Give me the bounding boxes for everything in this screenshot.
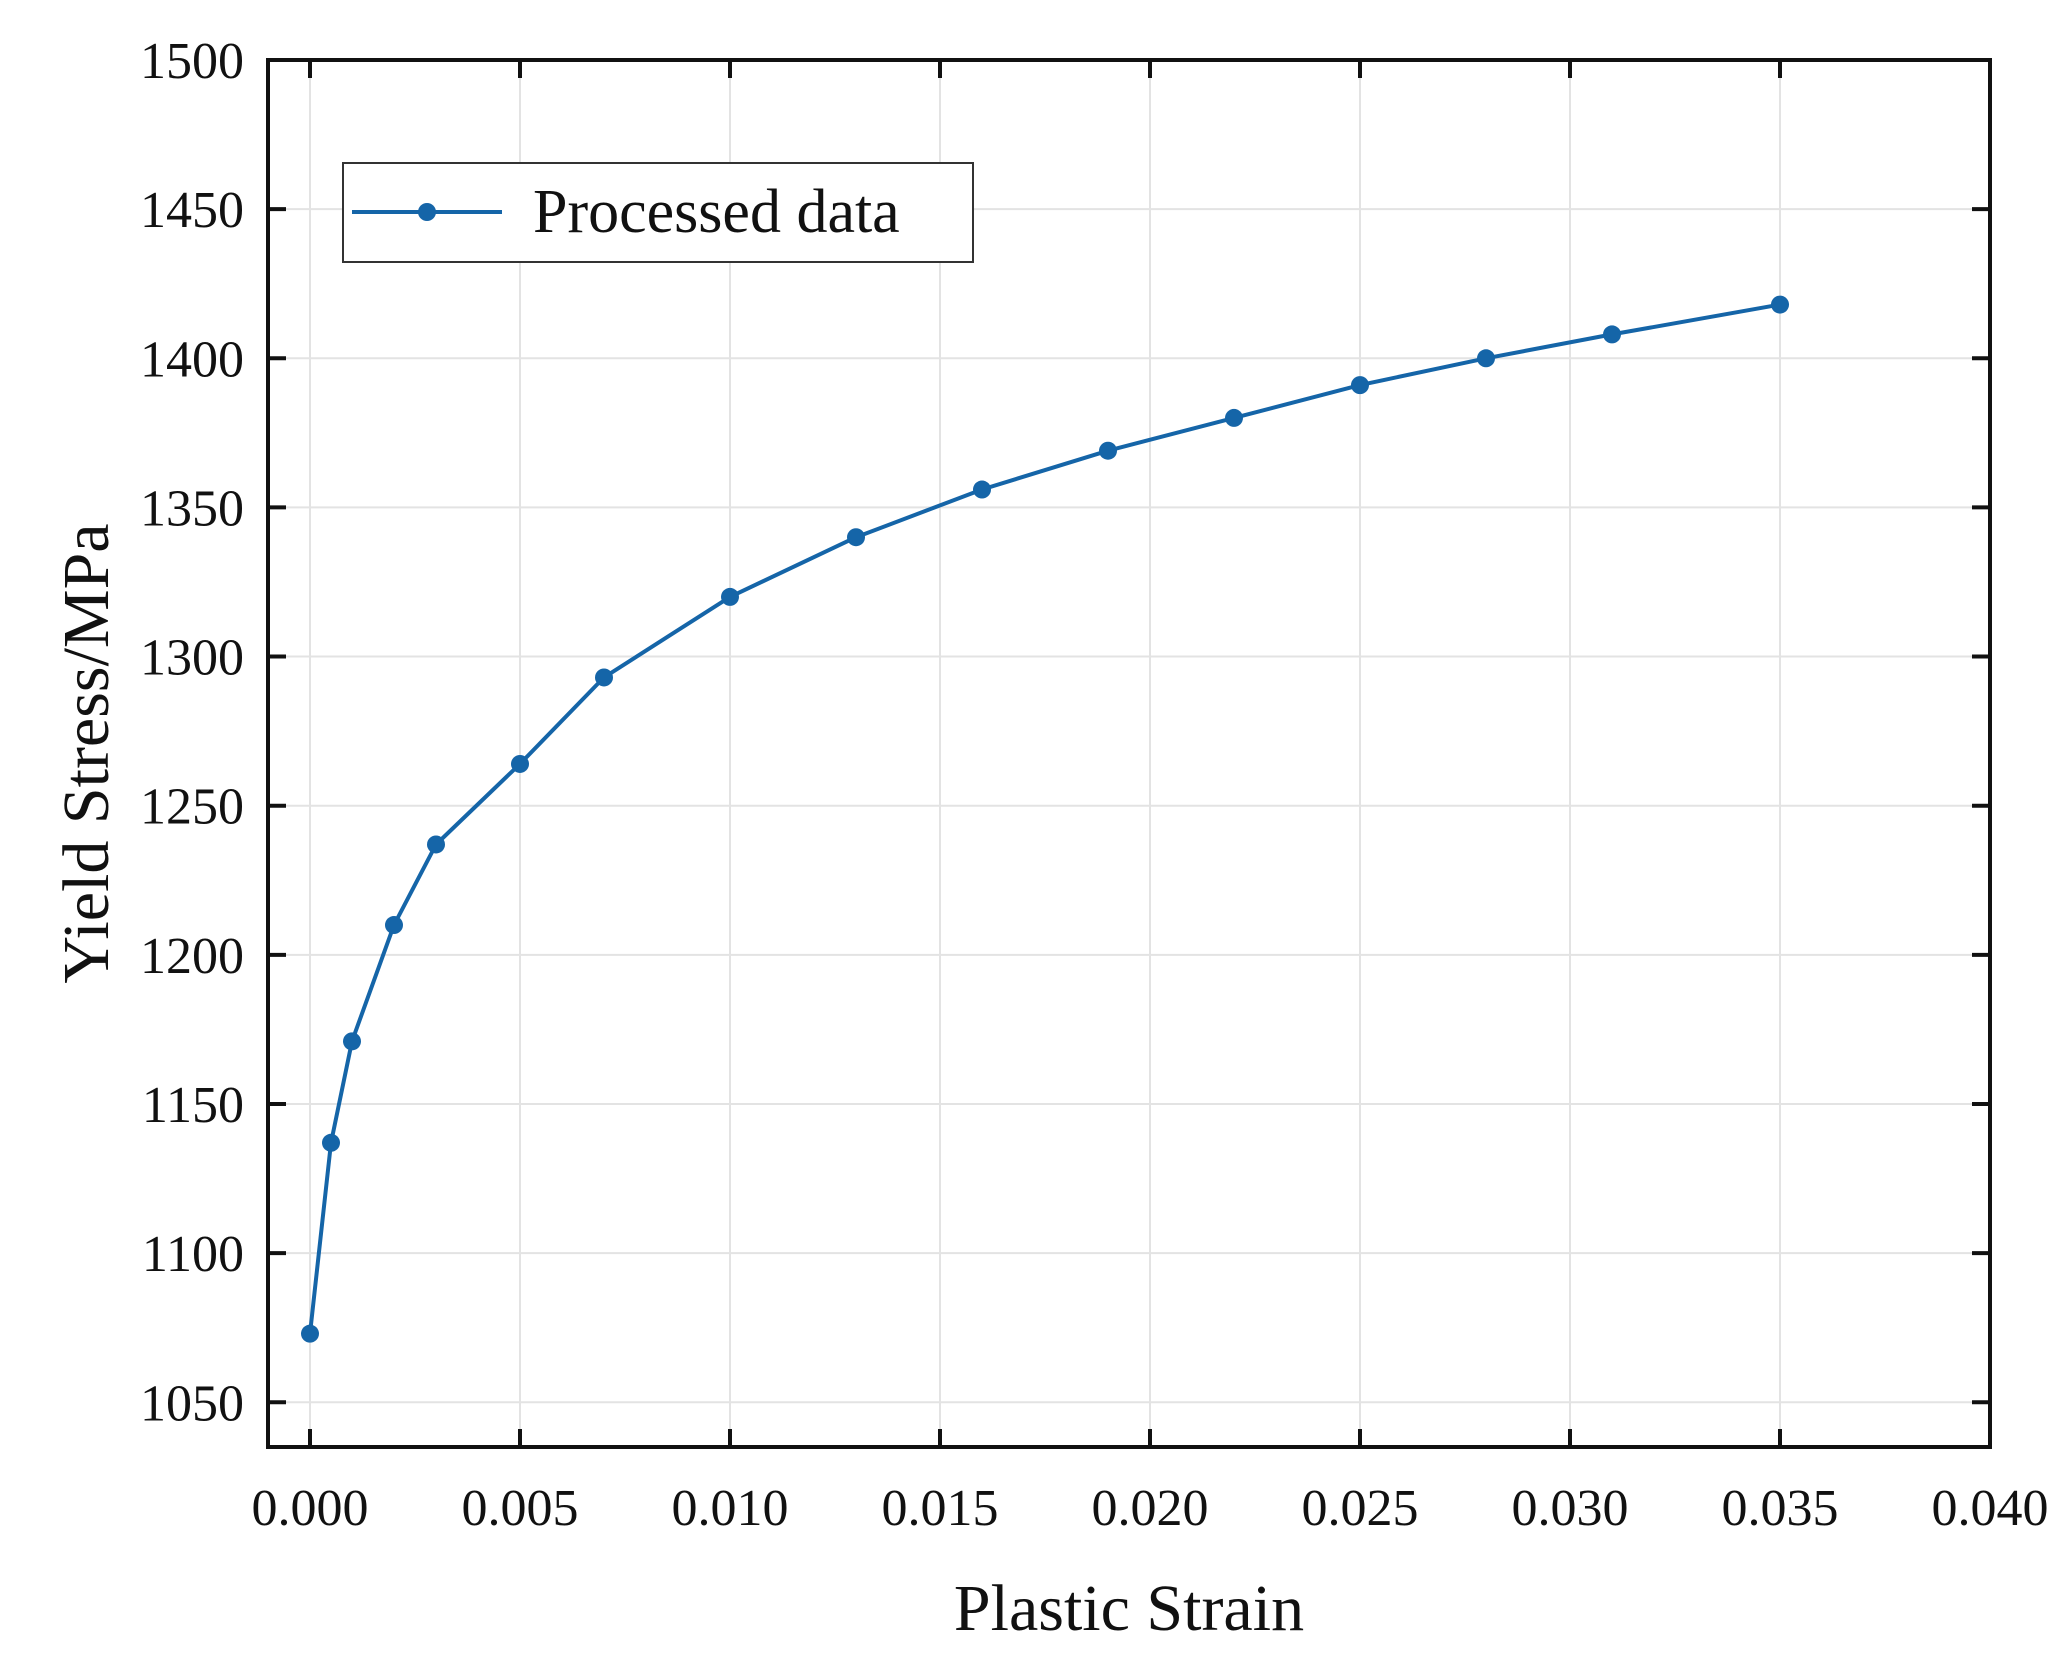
data-point (1225, 408, 1243, 427)
x-tick-label: 0.000 (252, 1480, 369, 1537)
data-point (1603, 325, 1621, 344)
y-tick-label: 1450 (140, 182, 244, 239)
x-tick-label: 0.040 (1932, 1480, 2049, 1537)
legend: Processed data (342, 162, 974, 263)
y-tick-label: 1050 (140, 1375, 244, 1432)
y-tick-label: 1500 (140, 33, 244, 90)
y-tick-label: 1300 (140, 630, 244, 687)
y-tick-label: 1150 (142, 1077, 244, 1134)
x-tick-label: 0.010 (672, 1480, 789, 1537)
data-point (427, 835, 445, 854)
data-point (973, 480, 991, 499)
data-point (847, 528, 865, 547)
y-tick-label: 1100 (142, 1226, 244, 1283)
data-point (721, 587, 739, 606)
plot-frame (266, 58, 1992, 1449)
x-tick-label: 0.035 (1722, 1480, 1839, 1537)
x-tick-label: 0.025 (1302, 1480, 1419, 1537)
data-point (1477, 349, 1495, 368)
data-point (595, 668, 613, 687)
x-axis-title: Plastic Strain (954, 1572, 1304, 1645)
x-tick-label: 0.015 (882, 1480, 999, 1537)
series-layer (301, 295, 1789, 1343)
series-line (308, 302, 1781, 1334)
x-tick-label: 0.020 (1092, 1480, 1209, 1537)
tick-layer: 0.000 0.005 0.010 0.015 0.020 0.025 0.030 0.035… (140, 33, 2049, 1537)
y-tick-label: 1400 (140, 331, 244, 388)
grid-layer (268, 59, 1991, 1447)
data-point (343, 1032, 361, 1051)
y-tick-label: 1200 (140, 928, 244, 985)
y-tick-label: 1350 (140, 480, 244, 537)
data-point (1099, 441, 1117, 460)
x-tick-label: 0.005 (462, 1480, 579, 1537)
legend-label: Processed data (533, 178, 900, 246)
legend-marker-swatch (418, 203, 436, 221)
data-point (385, 916, 403, 935)
y-axis-title: Yield Stress/MPa (50, 523, 123, 983)
data-point (511, 754, 529, 773)
data-point (1351, 376, 1369, 395)
data-point (322, 1133, 340, 1152)
x-tick-label: 0.030 (1512, 1480, 1629, 1537)
data-point (1771, 295, 1789, 314)
y-tick-label: 1250 (140, 779, 244, 836)
data-point (301, 1324, 319, 1343)
